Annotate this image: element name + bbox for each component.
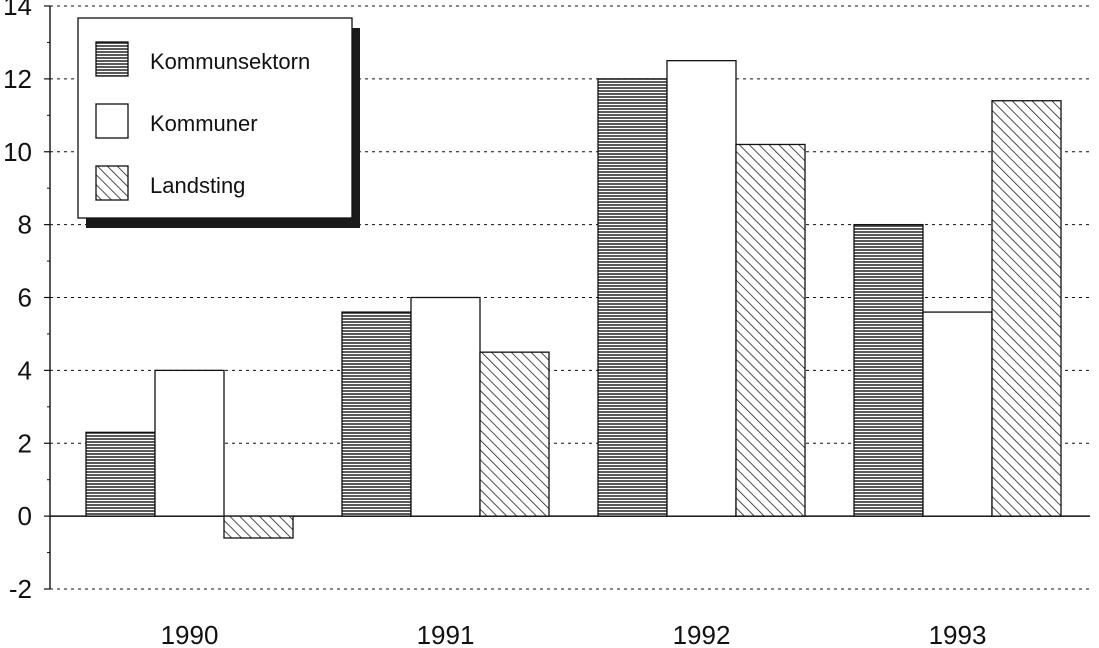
x-tick-labels: 1990 1991 1992 1993 xyxy=(161,620,987,648)
y-tick-label: 0 xyxy=(18,501,32,531)
bar-kommuner-1993 xyxy=(922,311,993,517)
bar-landsting-1992 xyxy=(735,143,806,517)
y-tick-label: 4 xyxy=(18,355,32,385)
y-tick-label: 8 xyxy=(18,210,32,240)
bar-kommuner-1990 xyxy=(154,369,225,517)
bar-kommunsektorn-1991 xyxy=(341,311,412,517)
bar-landsting-1991 xyxy=(479,351,550,517)
bar-kommunsektorn-1990 xyxy=(85,431,156,517)
bars xyxy=(85,60,1062,539)
legend-swatch xyxy=(95,103,129,139)
legend: Kommunsektorn Kommuner Landsting xyxy=(77,17,360,228)
x-tick-label: 1993 xyxy=(929,620,987,648)
bar-landsting-1990 xyxy=(223,515,294,539)
y-tick-label: 6 xyxy=(18,283,32,313)
legend-swatch xyxy=(95,41,129,77)
x-tick-label: 1992 xyxy=(673,620,731,648)
bar-kommuner-1992 xyxy=(666,60,737,517)
legend-swatch xyxy=(95,165,129,201)
bar-landsting-1993 xyxy=(991,100,1062,517)
y-tick-label: 10 xyxy=(3,137,32,167)
grid-lines xyxy=(50,5,1090,590)
y-tick-label: 2 xyxy=(18,428,32,458)
legend-label: Kommuner xyxy=(150,111,258,136)
x-tick-label: 1991 xyxy=(417,620,475,648)
legend-label: Kommunsektorn xyxy=(150,49,310,74)
bar-kommunsektorn-1992 xyxy=(597,78,668,517)
y-tick-label: 14 xyxy=(3,0,32,21)
bar-kommuner-1991 xyxy=(410,296,481,517)
legend-label: Landsting xyxy=(150,173,245,198)
x-tick-label: 1990 xyxy=(161,620,219,648)
y-tick-label: -2 xyxy=(9,574,32,604)
y-tick-label: 12 xyxy=(3,64,32,94)
bar-kommunsektorn-1993 xyxy=(853,223,924,517)
